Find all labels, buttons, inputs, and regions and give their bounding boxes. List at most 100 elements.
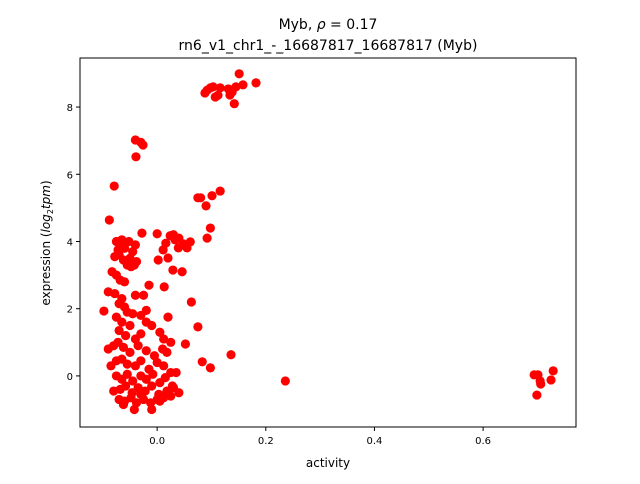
data-point	[136, 356, 146, 366]
axes-frame	[79, 57, 577, 428]
data-point	[180, 339, 190, 349]
data-point	[166, 337, 176, 347]
data-point	[118, 342, 129, 352]
data-point	[182, 243, 192, 253]
ticks-layer: 0.0 0.2 0.4 0.6 0 2 4 6 8	[67, 103, 491, 447]
data-point	[234, 69, 244, 79]
data-point	[197, 357, 207, 367]
data-point	[117, 317, 127, 327]
y-axis-label: expression (log2tpm)	[39, 180, 55, 305]
data-point	[152, 229, 162, 239]
data-point	[141, 305, 151, 315]
y-tick-label: 4	[67, 237, 73, 248]
data-point	[141, 374, 151, 384]
data-point	[129, 404, 139, 415]
x-tick-label: 0.4	[366, 436, 382, 447]
data-point	[546, 375, 556, 385]
data-point	[128, 309, 138, 319]
data-point	[227, 87, 237, 97]
data-point	[113, 245, 123, 255]
y-tick-label: 8	[67, 103, 73, 114]
data-point	[202, 85, 212, 95]
data-point	[99, 306, 109, 316]
data-point	[159, 282, 169, 292]
data-point	[205, 363, 215, 373]
data-point	[136, 137, 146, 147]
data-point	[136, 389, 146, 400]
data-point	[173, 243, 183, 253]
data-point	[207, 191, 217, 201]
data-point	[163, 253, 173, 263]
data-point	[196, 193, 206, 203]
y-tick-label: 6	[67, 170, 73, 181]
data-point	[119, 277, 130, 287]
data-point	[148, 369, 158, 379]
data-point	[238, 80, 248, 90]
data-point	[141, 346, 151, 356]
data-point	[532, 390, 542, 400]
data-point	[162, 347, 172, 357]
data-point	[536, 379, 546, 389]
data-point	[137, 228, 147, 238]
data-point	[160, 372, 170, 383]
data-point	[117, 235, 127, 245]
data-point	[251, 78, 261, 88]
data-point	[155, 396, 165, 406]
data-point	[153, 255, 163, 265]
data-point	[125, 320, 135, 331]
data-point	[130, 290, 141, 300]
data-point	[103, 287, 113, 297]
data-point	[126, 262, 136, 272]
data-point	[122, 369, 132, 379]
x-axis-label: activity	[306, 456, 350, 470]
data-point	[215, 83, 225, 93]
data-point	[163, 312, 173, 322]
data-point	[201, 201, 211, 211]
data-point	[163, 389, 173, 400]
data-point	[280, 376, 290, 386]
data-point	[174, 233, 184, 243]
data-point	[121, 330, 131, 341]
data-point	[174, 388, 184, 398]
data-point	[138, 290, 149, 300]
x-tick-label: 0.0	[149, 436, 165, 447]
data-point	[118, 399, 129, 410]
data-point	[121, 381, 131, 391]
data-point	[155, 327, 165, 337]
data-point	[177, 267, 187, 277]
data-point	[125, 347, 135, 357]
data-point	[147, 320, 157, 331]
data-point	[144, 280, 154, 290]
data-point	[114, 325, 124, 336]
data-point	[128, 376, 138, 386]
x-tick-label: 0.2	[258, 436, 274, 447]
data-point	[161, 238, 171, 248]
data-point	[136, 329, 146, 339]
data-point	[226, 350, 236, 360]
y-tick-label: 2	[67, 305, 73, 316]
chart-title-line1: Myb, ρ = 0.17	[279, 17, 378, 33]
y-tick-label: 0	[67, 372, 73, 383]
x-tick-label: 0.6	[475, 436, 491, 447]
data-point	[229, 99, 239, 109]
data-point	[159, 361, 169, 371]
data-point	[168, 265, 178, 275]
data-point	[215, 186, 225, 196]
data-point	[122, 359, 132, 369]
data-point	[548, 366, 558, 376]
chart-title-line2: rn6_v1_chr1_-_16687817_16687817 (Myb)	[179, 38, 478, 54]
data-point	[186, 297, 196, 307]
data-point	[147, 381, 157, 391]
data-point	[104, 215, 114, 225]
data-point	[171, 367, 181, 378]
data-point	[213, 90, 223, 100]
data-point	[130, 240, 141, 250]
data-point	[131, 152, 141, 162]
data-point	[109, 181, 119, 191]
data-point	[159, 334, 169, 344]
data-point	[202, 233, 212, 243]
data-point	[205, 223, 215, 233]
data-point	[133, 341, 143, 351]
